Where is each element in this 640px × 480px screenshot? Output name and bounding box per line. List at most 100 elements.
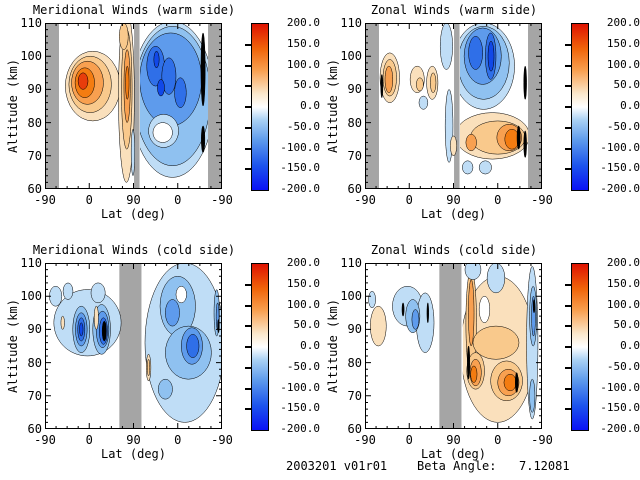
colorbar-tick [245, 126, 252, 129]
y-tick-label: 100 [340, 49, 362, 64]
colorbar-tick [245, 85, 252, 88]
y-tick-label: 90 [27, 322, 42, 337]
colorbar-tick-label: 150.0 [606, 276, 640, 290]
x-tick-label: 90 [126, 193, 141, 207]
colorbar-tick-label: 100.0 [286, 57, 320, 71]
contour-blob [416, 77, 424, 92]
axis-ticks [365, 263, 542, 429]
colorbar-tick [245, 283, 252, 286]
colorbar-tick-label: -200.0 [280, 422, 320, 435]
data-gap-band [45, 23, 59, 189]
panel-meridional-warm: Meridional Winds (warm side) Altitude (k… [0, 0, 320, 240]
axis-ticks [45, 263, 222, 429]
x-axis-label: Lat (deg) [100, 447, 167, 461]
x-tick-label: -90 [211, 193, 233, 207]
contour-blob [450, 135, 457, 157]
contour-blob [411, 309, 420, 330]
y-tick-label: 70 [347, 388, 362, 403]
colorbar-tick-label: -200.0 [280, 182, 320, 195]
contour-blob [380, 74, 384, 98]
contour-blob [470, 365, 478, 383]
colorbar-tick-label: 100.0 [606, 57, 640, 71]
contour-blob [464, 263, 482, 280]
x-tick-label: 0 [494, 433, 502, 447]
colorbar-tick-label: -100.0 [600, 380, 640, 394]
contour-blob [523, 65, 527, 100]
contour-blob [401, 302, 405, 317]
colorbar-tick-label: 200.0 [286, 16, 320, 29]
colorbar-tick [565, 387, 572, 390]
contour-blob [165, 299, 180, 327]
contour-blob [201, 125, 206, 153]
colorbar-tick-label: 0.0 [300, 99, 320, 112]
y-tick-label: 110 [20, 16, 42, 30]
data-gap-band [134, 23, 140, 189]
contour-blob [49, 285, 63, 307]
y-tick-label: 90 [347, 322, 362, 337]
colorbar-tick-label: 100.0 [606, 297, 640, 311]
y-tick-label: 100 [20, 289, 42, 304]
colorbar-tick [245, 366, 252, 369]
colorbar-tick [245, 43, 252, 46]
colorbar-tick [245, 168, 252, 171]
data-gap-band [208, 23, 222, 189]
x-tick-label: -90 [531, 433, 553, 447]
y-tick-label: 80 [347, 355, 362, 370]
colorbar-tick-label: 200.0 [606, 16, 640, 29]
contour-blob [467, 345, 471, 380]
y-tick-label: 110 [340, 16, 362, 30]
x-tick-label: 0 [85, 433, 93, 447]
colorbar-tick-label: -50.0 [606, 119, 640, 133]
colorbar-tick [565, 147, 572, 150]
colorbar-tick [565, 64, 572, 67]
panel-title: Meridional Winds (warm side) [32, 3, 236, 17]
colorbar-tick-label: 200.0 [606, 256, 640, 269]
contour-blob [101, 320, 107, 342]
colorbar-tick [565, 346, 572, 348]
colorbar-tick-label: -50.0 [606, 359, 640, 373]
data-gap-band [454, 23, 460, 189]
x-tick-label: -90 [34, 433, 56, 447]
colorbar-tick-label: 200.0 [286, 256, 320, 269]
colorbar-tick [565, 126, 572, 129]
contour-blob [468, 36, 483, 70]
x-tick-label: -90 [354, 193, 376, 207]
y-tick-label: 60 [27, 422, 42, 436]
panel-title: Zonal Winds (cold side) [370, 243, 538, 257]
contour-blob [468, 279, 475, 347]
contour-blob [462, 160, 474, 175]
contour-blob [125, 65, 130, 100]
colorbar-tick [565, 408, 572, 411]
y-tick-label: 70 [347, 148, 362, 163]
colorbar-tick-label: -100.0 [280, 380, 320, 394]
contour-blob [130, 128, 135, 176]
x-tick-label: 0 [494, 193, 502, 207]
colorbar-tick-label: 50.0 [613, 78, 640, 92]
y-tick-label: 90 [27, 82, 42, 97]
colorbar-tick [245, 64, 252, 67]
contour-blob [370, 305, 387, 347]
contour-blob [430, 72, 437, 93]
x-axis-label: Lat (deg) [420, 207, 487, 221]
contour-blob [93, 305, 99, 330]
colorbar-tick [565, 283, 572, 286]
x-tick-label: 0 [174, 193, 182, 207]
y-tick-label: 60 [347, 422, 362, 436]
contour-blob [487, 41, 495, 72]
contour-blob [478, 295, 491, 324]
colorbar-tick [565, 168, 572, 171]
contour-blob [158, 378, 173, 400]
x-axis-label: Lat (deg) [100, 207, 167, 221]
colorbar-tick [245, 325, 252, 328]
contour-blob [384, 65, 394, 93]
contour-blob [147, 359, 151, 377]
plot-frame [365, 23, 542, 189]
contour-blob [79, 322, 84, 337]
colorbar-tick [565, 106, 572, 108]
panel-zonal-cold: Zonal Winds (cold side) Altitude (km) La… [320, 240, 640, 480]
colorbar-tick [245, 346, 252, 348]
colorbar-tick-label: 0.0 [300, 339, 320, 352]
contour-blob [119, 23, 129, 50]
colorbar-tick [565, 325, 572, 328]
